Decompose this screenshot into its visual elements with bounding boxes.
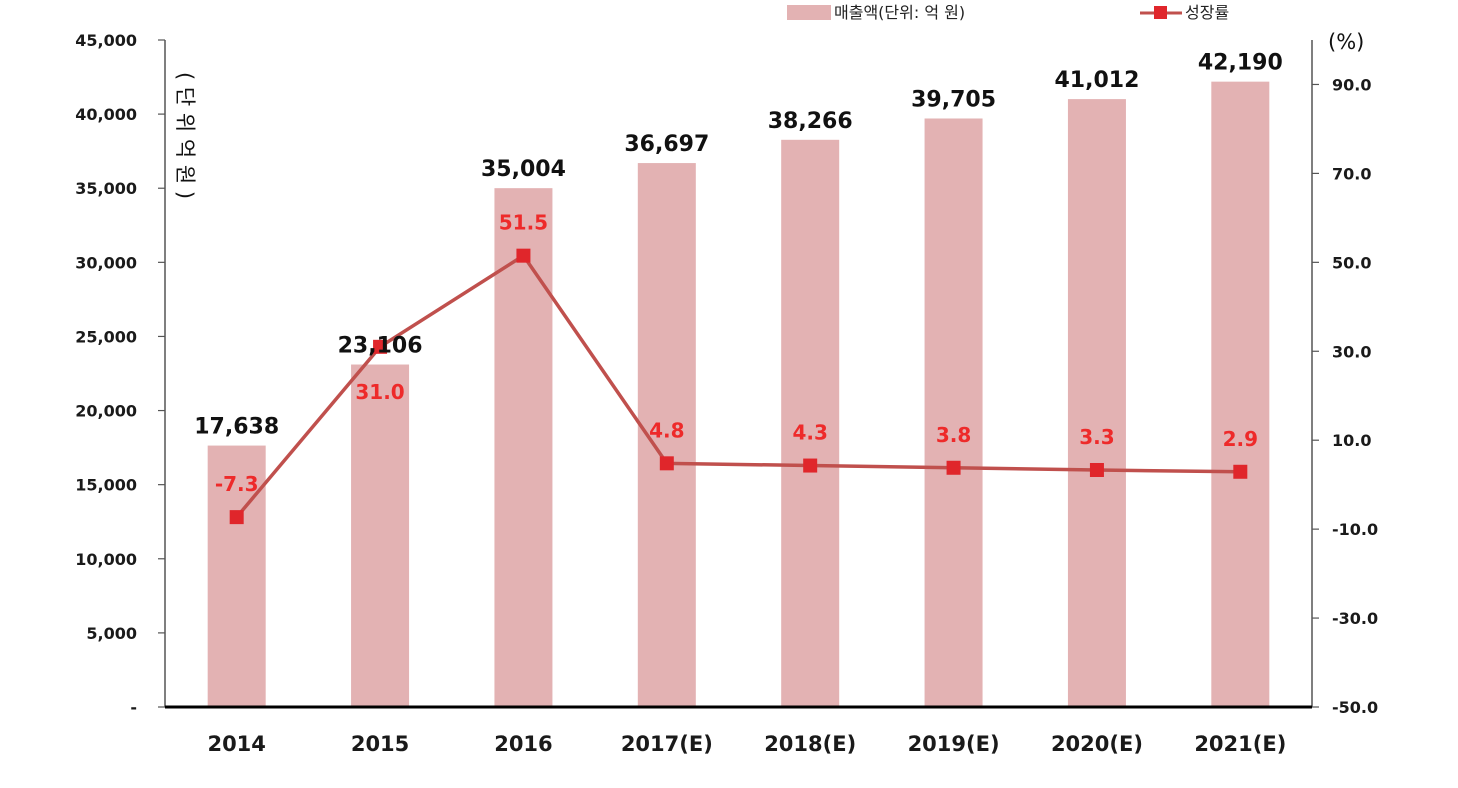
growth-marker (229, 510, 244, 525)
legend-line-marker (1154, 6, 1167, 19)
left-axis-tick-label: 20,000 (75, 402, 137, 421)
revenue-data-label: 42,190 (1198, 51, 1283, 76)
growth-data-label: 51.5 (499, 211, 548, 235)
legend-line-label: 성장률 (1185, 3, 1229, 22)
right-axis-tick-label: 10.0 (1332, 431, 1371, 450)
x-axis-category-label: 2018(E) (764, 732, 856, 756)
x-axis-category-label: 2021(E) (1194, 732, 1286, 756)
revenue-bar (494, 188, 553, 707)
revenue-bar (1211, 81, 1270, 707)
growth-data-label: 3.3 (1079, 425, 1114, 449)
revenue-data-label: 36,697 (624, 132, 709, 157)
growth-data-label: 3.8 (936, 423, 971, 447)
growth-data-label: 4.3 (792, 421, 827, 445)
left-axis-tick-label: 10,000 (75, 550, 137, 569)
legend-bar-swatch (787, 5, 831, 20)
x-axis-category-label: 2020(E) (1051, 732, 1143, 756)
revenue-data-label: 17,638 (194, 415, 279, 440)
revenue-data-label: 23,106 (338, 334, 423, 359)
right-axis-tick-label: -30.0 (1332, 609, 1378, 628)
revenue-bar (351, 364, 410, 707)
data-labels: 17,638 23,106 35,004 36,697 38,266 39,705 41,0… (194, 51, 1283, 496)
right-axis-tick-label: 50.0 (1332, 253, 1371, 272)
revenue-data-label: 35,004 (481, 157, 566, 182)
left-axis-tick-label: 40,000 (75, 105, 137, 124)
legend: 매출액(단위: 억 원) 성장률 (787, 3, 1229, 22)
revenue-data-label: 38,266 (768, 109, 853, 134)
left-axis-tick-label: 25,000 (75, 327, 137, 346)
revenue-data-label: 41,012 (1054, 68, 1139, 93)
right-axis-tick-label: 90.0 (1332, 75, 1371, 94)
growth-data-label: -7.3 (215, 472, 259, 496)
x-axis-category-label: 2017(E) (621, 732, 713, 756)
x-axis-category-label: 2019(E) (908, 732, 1000, 756)
growth-marker (1089, 462, 1104, 477)
left-axis-tick-label: - (130, 698, 137, 717)
right-axis-tick-label: 70.0 (1332, 164, 1371, 183)
revenue-bar (207, 445, 266, 707)
growth-data-label: 31.0 (355, 380, 404, 404)
left-axis-tick-label: 5,000 (86, 624, 137, 643)
left-axis-tick-label: 15,000 (75, 476, 137, 495)
right-axis-unit: (%) (1328, 30, 1364, 54)
axes: - 5,000 10,000 15,000 20,000 25,000 30,000 35,0… (75, 31, 1378, 756)
revenue-data-label: 39,705 (911, 87, 996, 112)
left-axis-tick-label: 35,000 (75, 179, 137, 198)
left-axis-tick-label: 45,000 (75, 31, 137, 50)
growth-marker (659, 456, 674, 471)
growth-marker (946, 460, 961, 475)
growth-line (235, 253, 1241, 519)
growth-line-series (229, 248, 1248, 525)
growth-marker (803, 458, 818, 473)
x-axis-category-label: 2015 (351, 732, 409, 756)
legend-bar-label: 매출액(단위: 억 원) (834, 3, 965, 22)
left-axis-title: ( 단 위 억 원 ) (173, 72, 197, 199)
revenue-bar (924, 118, 983, 708)
right-axis-tick-label: -50.0 (1332, 698, 1378, 717)
growth-marker (516, 248, 531, 263)
growth-marker (1233, 464, 1248, 479)
right-axis-tick-label: 30.0 (1332, 342, 1371, 361)
x-axis-category-label: 2014 (207, 732, 265, 756)
growth-marker (373, 339, 388, 354)
x-axis-category-label: 2016 (494, 732, 552, 756)
left-axis-tick-label: 30,000 (75, 253, 137, 272)
growth-data-label: 4.8 (649, 418, 684, 442)
revenue-bar (1067, 99, 1126, 707)
growth-data-label: 2.9 (1223, 427, 1258, 451)
right-axis-tick-label: -10.0 (1332, 520, 1378, 539)
revenue-bar (781, 139, 840, 707)
